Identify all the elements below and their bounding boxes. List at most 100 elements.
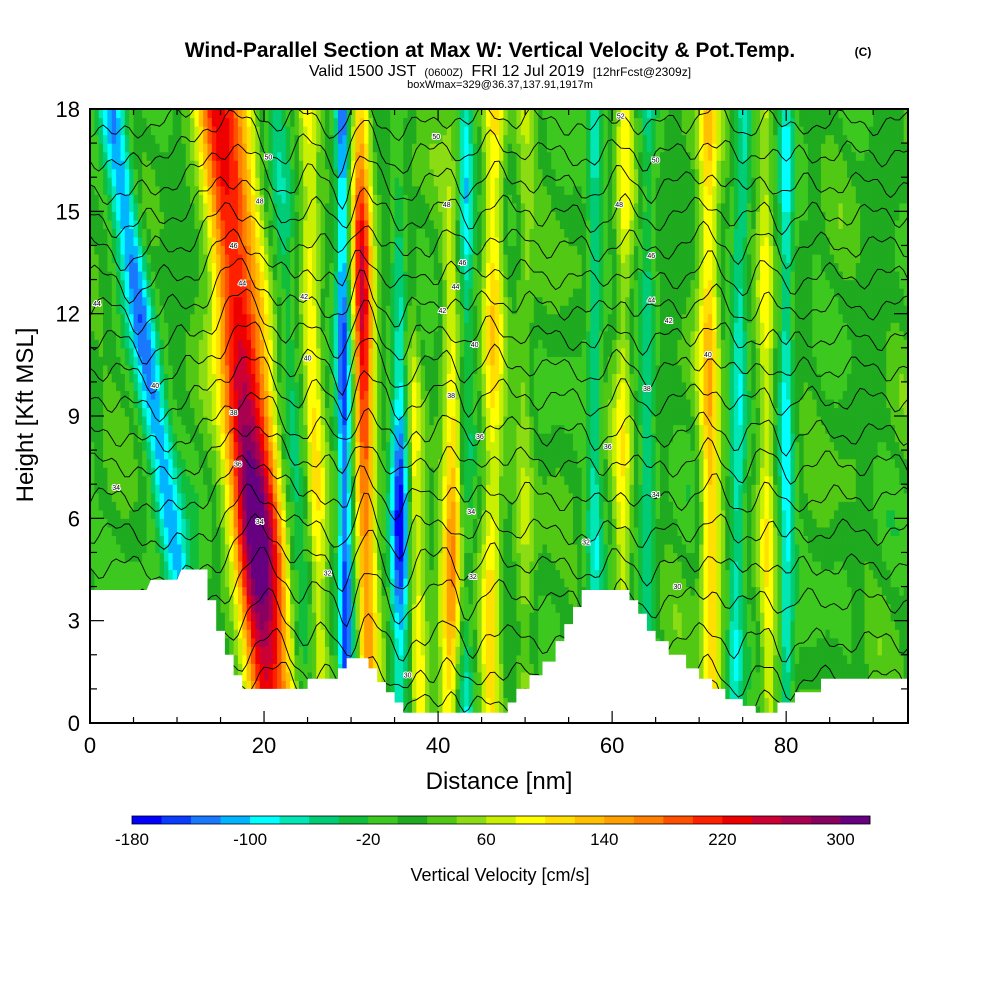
- colorbar-tick-label: -180: [115, 830, 149, 849]
- y-tick-label: 3: [68, 609, 80, 634]
- terrain-mask: [90, 569, 908, 723]
- contour-label: 40: [704, 352, 712, 359]
- colorbar-tick-labels: -180 -100 -20 60 140 220 300: [115, 830, 855, 849]
- x-tick-label: 0: [84, 733, 96, 758]
- contour-label: 34: [467, 509, 475, 516]
- y-tick-label: 0: [68, 711, 80, 736]
- terrain-shape: [90, 569, 908, 723]
- theta-contour-36: [90, 391, 908, 457]
- contour-label: 42: [439, 308, 447, 315]
- chart-title: Wind-Parallel Section at Max W: Vertical…: [185, 39, 796, 62]
- y-axis-label: Height [Kft MSL]: [12, 328, 39, 503]
- contour-label: 50: [265, 154, 273, 161]
- colorbar-swatch: [309, 816, 340, 824]
- colorbar-tick-label: 60: [477, 830, 496, 849]
- x-tick-labels: 0 20 40 60 80: [84, 733, 799, 758]
- contour-label: 42: [665, 318, 673, 325]
- y-tick-label: 9: [68, 404, 80, 429]
- colorbar-tick-label: -100: [233, 830, 267, 849]
- colorbar-swatch: [515, 816, 546, 824]
- contour-label: 46: [230, 243, 238, 250]
- axis-ticks: [89, 108, 908, 724]
- colorbar-swatch: [574, 816, 605, 824]
- theta-contour-34: [90, 454, 908, 521]
- y-tick-label: 12: [56, 302, 80, 327]
- copyright-mark: (C): [855, 45, 872, 59]
- contour-label: 38: [643, 386, 651, 393]
- contour-label: 36: [604, 444, 612, 451]
- colorbar-swatch: [220, 816, 251, 824]
- contour-label: 42: [300, 294, 308, 301]
- colorbar-swatch: [604, 816, 635, 824]
- theta-contour-54: [90, 109, 908, 142]
- contour-label: 34: [256, 519, 264, 526]
- contour-label: 48: [256, 199, 264, 206]
- colorbar-title: Vertical Velocity [cm/s]: [410, 865, 589, 885]
- colorbar-swatch: [279, 816, 310, 824]
- contour-label: 36: [476, 434, 484, 441]
- x-tick-label: 20: [252, 733, 276, 758]
- contour-label: 32: [469, 574, 477, 581]
- contour-label: 38: [447, 393, 455, 400]
- colorbar-swatch: [191, 816, 221, 824]
- theta-contour-52: [90, 109, 908, 179]
- contour-label: 46: [647, 253, 655, 260]
- theta-contour-42: [90, 258, 908, 336]
- contour-label: 40: [304, 356, 312, 363]
- contour-label: 40: [471, 342, 479, 349]
- theta-contour-44: [90, 228, 908, 304]
- forecast-info: [12hrFcst@2309z]: [593, 65, 691, 79]
- theta-contour-32: [90, 546, 908, 628]
- contour-label: 48: [443, 202, 451, 209]
- colorbar-swatch: [368, 816, 399, 824]
- colorbar-swatch: [486, 816, 517, 824]
- contour-label: 50: [652, 158, 660, 165]
- y-tick-label: 18: [56, 97, 80, 122]
- contour-label: 44: [93, 301, 101, 308]
- contour-label: 40: [151, 383, 159, 390]
- colorbar-tick-label: -20: [356, 830, 381, 849]
- contour-label: 48: [615, 202, 623, 209]
- contour-label: 52: [617, 113, 625, 120]
- contour-label: 36: [234, 461, 242, 468]
- y-tick-labels: 0 3 6 9 12 15 18: [56, 97, 80, 736]
- valid-prefix: Valid 1500 JST: [309, 63, 417, 80]
- x-axis-label: Distance [nm]: [426, 768, 573, 795]
- x-tick-label: 60: [600, 733, 624, 758]
- colorbar-swatch: [722, 816, 753, 824]
- theta-contour-40: [90, 288, 908, 365]
- colorbar-swatch: [840, 816, 871, 824]
- x-tick-label: 40: [426, 733, 450, 758]
- contour-label: 34: [112, 485, 120, 492]
- colorbar-swatch: [250, 816, 280, 824]
- valid-utc: (0600Z): [424, 67, 463, 79]
- contour-label: 32: [324, 570, 332, 577]
- potential-temperature-contours: [90, 109, 908, 723]
- colorbar-swatch: [161, 816, 192, 824]
- contour-label: 46: [459, 260, 467, 267]
- contour-label: 44: [238, 281, 246, 288]
- colorbar-tick-label: 300: [826, 830, 854, 849]
- theta-contour-38: [90, 321, 908, 397]
- contour-label: 38: [230, 410, 238, 417]
- colorbar-swatch: [545, 816, 576, 824]
- colorbar-swatch: [338, 816, 369, 824]
- colorbar-outline: [131, 815, 871, 825]
- theta-contour-46: [90, 202, 908, 271]
- colorbar-tick-label: 140: [590, 830, 618, 849]
- colorbar-swatch: [810, 816, 841, 824]
- colorbar-swatch: [397, 816, 428, 824]
- theta-contour-34: [90, 426, 908, 485]
- y-tick-label: 6: [68, 506, 80, 531]
- contour-label: 30: [674, 584, 682, 591]
- colorbar-swatch: [663, 816, 694, 824]
- theta-contour-48: [90, 176, 908, 239]
- colorbar-swatch: [456, 816, 487, 824]
- colorbar: [131, 815, 871, 825]
- x-tick-label: 80: [774, 733, 798, 758]
- contour-label: 44: [647, 298, 655, 305]
- theta-contour-50: [90, 143, 908, 210]
- valid-date: FRI 12 Jul 2019: [471, 63, 584, 80]
- contour-label: 50: [432, 134, 440, 141]
- valid-time-line: Valid 1500 JST (0600Z) FRI 12 Jul 2019 […: [309, 63, 691, 80]
